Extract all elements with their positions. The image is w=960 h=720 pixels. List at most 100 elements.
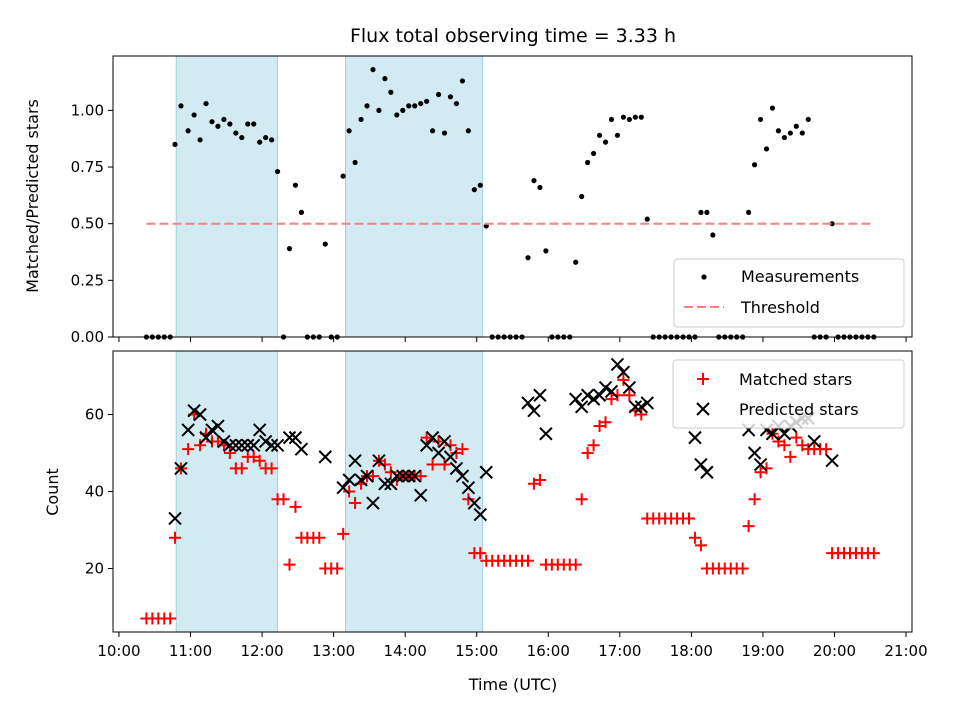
predicted-star-point [282,430,297,445]
measurement-point [394,112,400,118]
top-axes-frame [112,55,913,338]
measurement-point [537,184,543,191]
legend-predicted-label: Predicted stars [739,400,859,419]
x-tick-label: 14:00 [384,642,427,660]
measurement-point [763,146,770,152]
bot-shaded-interval-1 [345,350,484,633]
predicted-star-point [252,423,267,437]
measurement-point [388,89,394,95]
measurement-point [698,209,704,215]
predicted-star-point [425,430,440,445]
x-tick-label: 13:00 [312,642,355,660]
legend-measurements-label: Measurements [741,267,859,286]
top-y-tick-label: 0.25 [71,271,104,289]
predicted-star-point [628,400,643,414]
legend-matched-marker [697,373,709,385]
matched-star-point [337,527,350,540]
matched-star-point [331,562,344,575]
predicted-star-point [431,446,446,460]
measurement-point [178,103,184,109]
measurement-point [477,182,483,188]
top-y-tick-label: 0.75 [71,158,104,176]
predicted-star-point [634,400,649,414]
measurement-point [471,187,477,193]
matched-star-point [462,493,475,506]
measurement-point [614,132,621,138]
top-y-tick-label: 0.50 [71,215,104,233]
matched-star-point [474,547,487,560]
matched-star-point [581,447,594,460]
predicted-star-point [366,496,380,510]
predicted-star-point [396,469,410,483]
measurement-point [787,130,793,136]
predicted-star-point [419,438,434,453]
predicted-star-point [807,434,821,449]
x-tick-label: 10:00 [97,642,140,660]
measurement-point [531,178,537,184]
matched-star-point [820,443,833,456]
legend-matched-label: Matched stars [739,370,852,389]
predicted-star-point [413,488,428,503]
matched-star-point [289,500,302,513]
measurement-point [620,114,627,120]
measurement-point [227,121,233,127]
measurement-point [221,116,227,123]
predicted-star-point [205,423,219,437]
top-panel-measurements: 0.00 0.25 0.50 0.75 1.00 Matched/Predicted s… [23,55,913,346]
matched-star-point [784,450,797,463]
predicted-star-point [247,438,261,453]
measurement-point [626,116,632,123]
measurement-point [704,209,710,215]
predicted-star-point [211,419,225,433]
matched-star-point [617,373,630,386]
predicted-star-point [223,438,237,453]
predicted-star-point [574,400,589,414]
bot-y-tick-label: 60 [85,406,104,424]
measurement-point [418,100,424,107]
top-shaded-interval-1 [345,55,484,338]
predicted-star-point [264,438,279,453]
predicted-star-point [461,480,476,495]
predicted-star-point [235,438,249,453]
predicted-star-point [181,423,195,437]
chart-title: Flux total observing time = 3.33 h [350,25,676,47]
measurement-point [400,107,406,113]
matched-star-point [569,558,582,571]
predicted-star-point [467,496,482,510]
predicted-star-point [174,461,188,476]
measurement-point [197,137,203,143]
matched-star-point [366,470,379,483]
predicted-star-point [604,384,619,399]
matched-star-point [313,531,326,544]
matched-star-point [760,462,773,475]
predicted-star-point [168,511,182,526]
matched-star-point [283,558,296,571]
measurement-point [269,137,275,143]
bottom-legend-box [672,359,905,429]
measurement-point [352,159,358,166]
measurement-point [602,139,609,145]
matched-star-point [790,431,803,444]
predicted-star-point [568,392,583,406]
predicted-star-point [592,388,607,402]
x-tick-label: 20:00 [813,642,856,660]
measurement-point [286,246,293,252]
measurement-point [245,121,251,127]
measurement-point [209,119,215,125]
x-tick-label: 19:00 [741,642,784,660]
legend-measurements-marker [701,274,707,280]
predicted-star-point [616,365,631,379]
predicted-star-point [229,438,243,453]
legend-predicted-marker [696,402,710,416]
predicted-star-point [199,430,213,445]
measurement-point [805,116,811,123]
matched-star-point [438,458,451,471]
top-y-tick-label: 1.00 [71,101,104,119]
matched-star-point [223,447,236,460]
matched-star-point [623,389,636,402]
matched-star-point [736,562,749,575]
measurement-point [775,128,782,134]
top-y-axis-label: Matched/Predicted stars [23,99,42,293]
measurement-point [263,134,269,141]
predicted-star-point [342,473,356,487]
